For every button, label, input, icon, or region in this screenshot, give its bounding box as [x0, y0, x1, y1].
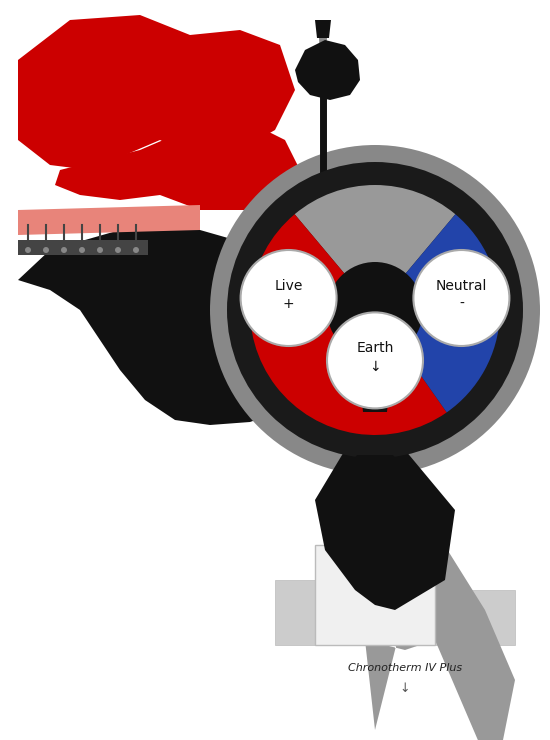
Polygon shape — [295, 40, 360, 100]
Wedge shape — [295, 185, 455, 310]
Polygon shape — [365, 530, 515, 740]
Circle shape — [227, 162, 523, 458]
FancyBboxPatch shape — [315, 545, 435, 645]
Polygon shape — [315, 450, 455, 610]
Circle shape — [115, 247, 121, 253]
Wedge shape — [250, 215, 447, 435]
Circle shape — [61, 247, 67, 253]
Polygon shape — [357, 310, 393, 412]
Circle shape — [327, 312, 423, 408]
Text: ↓: ↓ — [400, 682, 410, 695]
Polygon shape — [18, 15, 295, 170]
Polygon shape — [318, 55, 328, 70]
FancyBboxPatch shape — [435, 590, 515, 645]
Text: Earth
↓: Earth ↓ — [356, 341, 394, 374]
Polygon shape — [315, 20, 331, 38]
Polygon shape — [18, 240, 148, 255]
Polygon shape — [55, 125, 300, 210]
Circle shape — [240, 250, 337, 346]
Text: Live
+: Live + — [274, 279, 303, 312]
Circle shape — [210, 145, 540, 475]
Polygon shape — [375, 256, 483, 310]
Text: Neutral
-: Neutral - — [436, 279, 487, 312]
Polygon shape — [18, 205, 200, 235]
Polygon shape — [319, 38, 327, 55]
Circle shape — [79, 247, 85, 253]
Polygon shape — [18, 230, 340, 425]
Polygon shape — [267, 256, 375, 310]
Circle shape — [43, 247, 49, 253]
Circle shape — [97, 247, 103, 253]
Wedge shape — [375, 215, 500, 412]
Circle shape — [327, 262, 423, 358]
Circle shape — [133, 247, 139, 253]
FancyBboxPatch shape — [275, 580, 317, 645]
Text: Chronotherm IV Plus: Chronotherm IV Plus — [348, 663, 462, 673]
Polygon shape — [320, 455, 430, 540]
Circle shape — [25, 247, 31, 253]
Circle shape — [414, 250, 509, 346]
